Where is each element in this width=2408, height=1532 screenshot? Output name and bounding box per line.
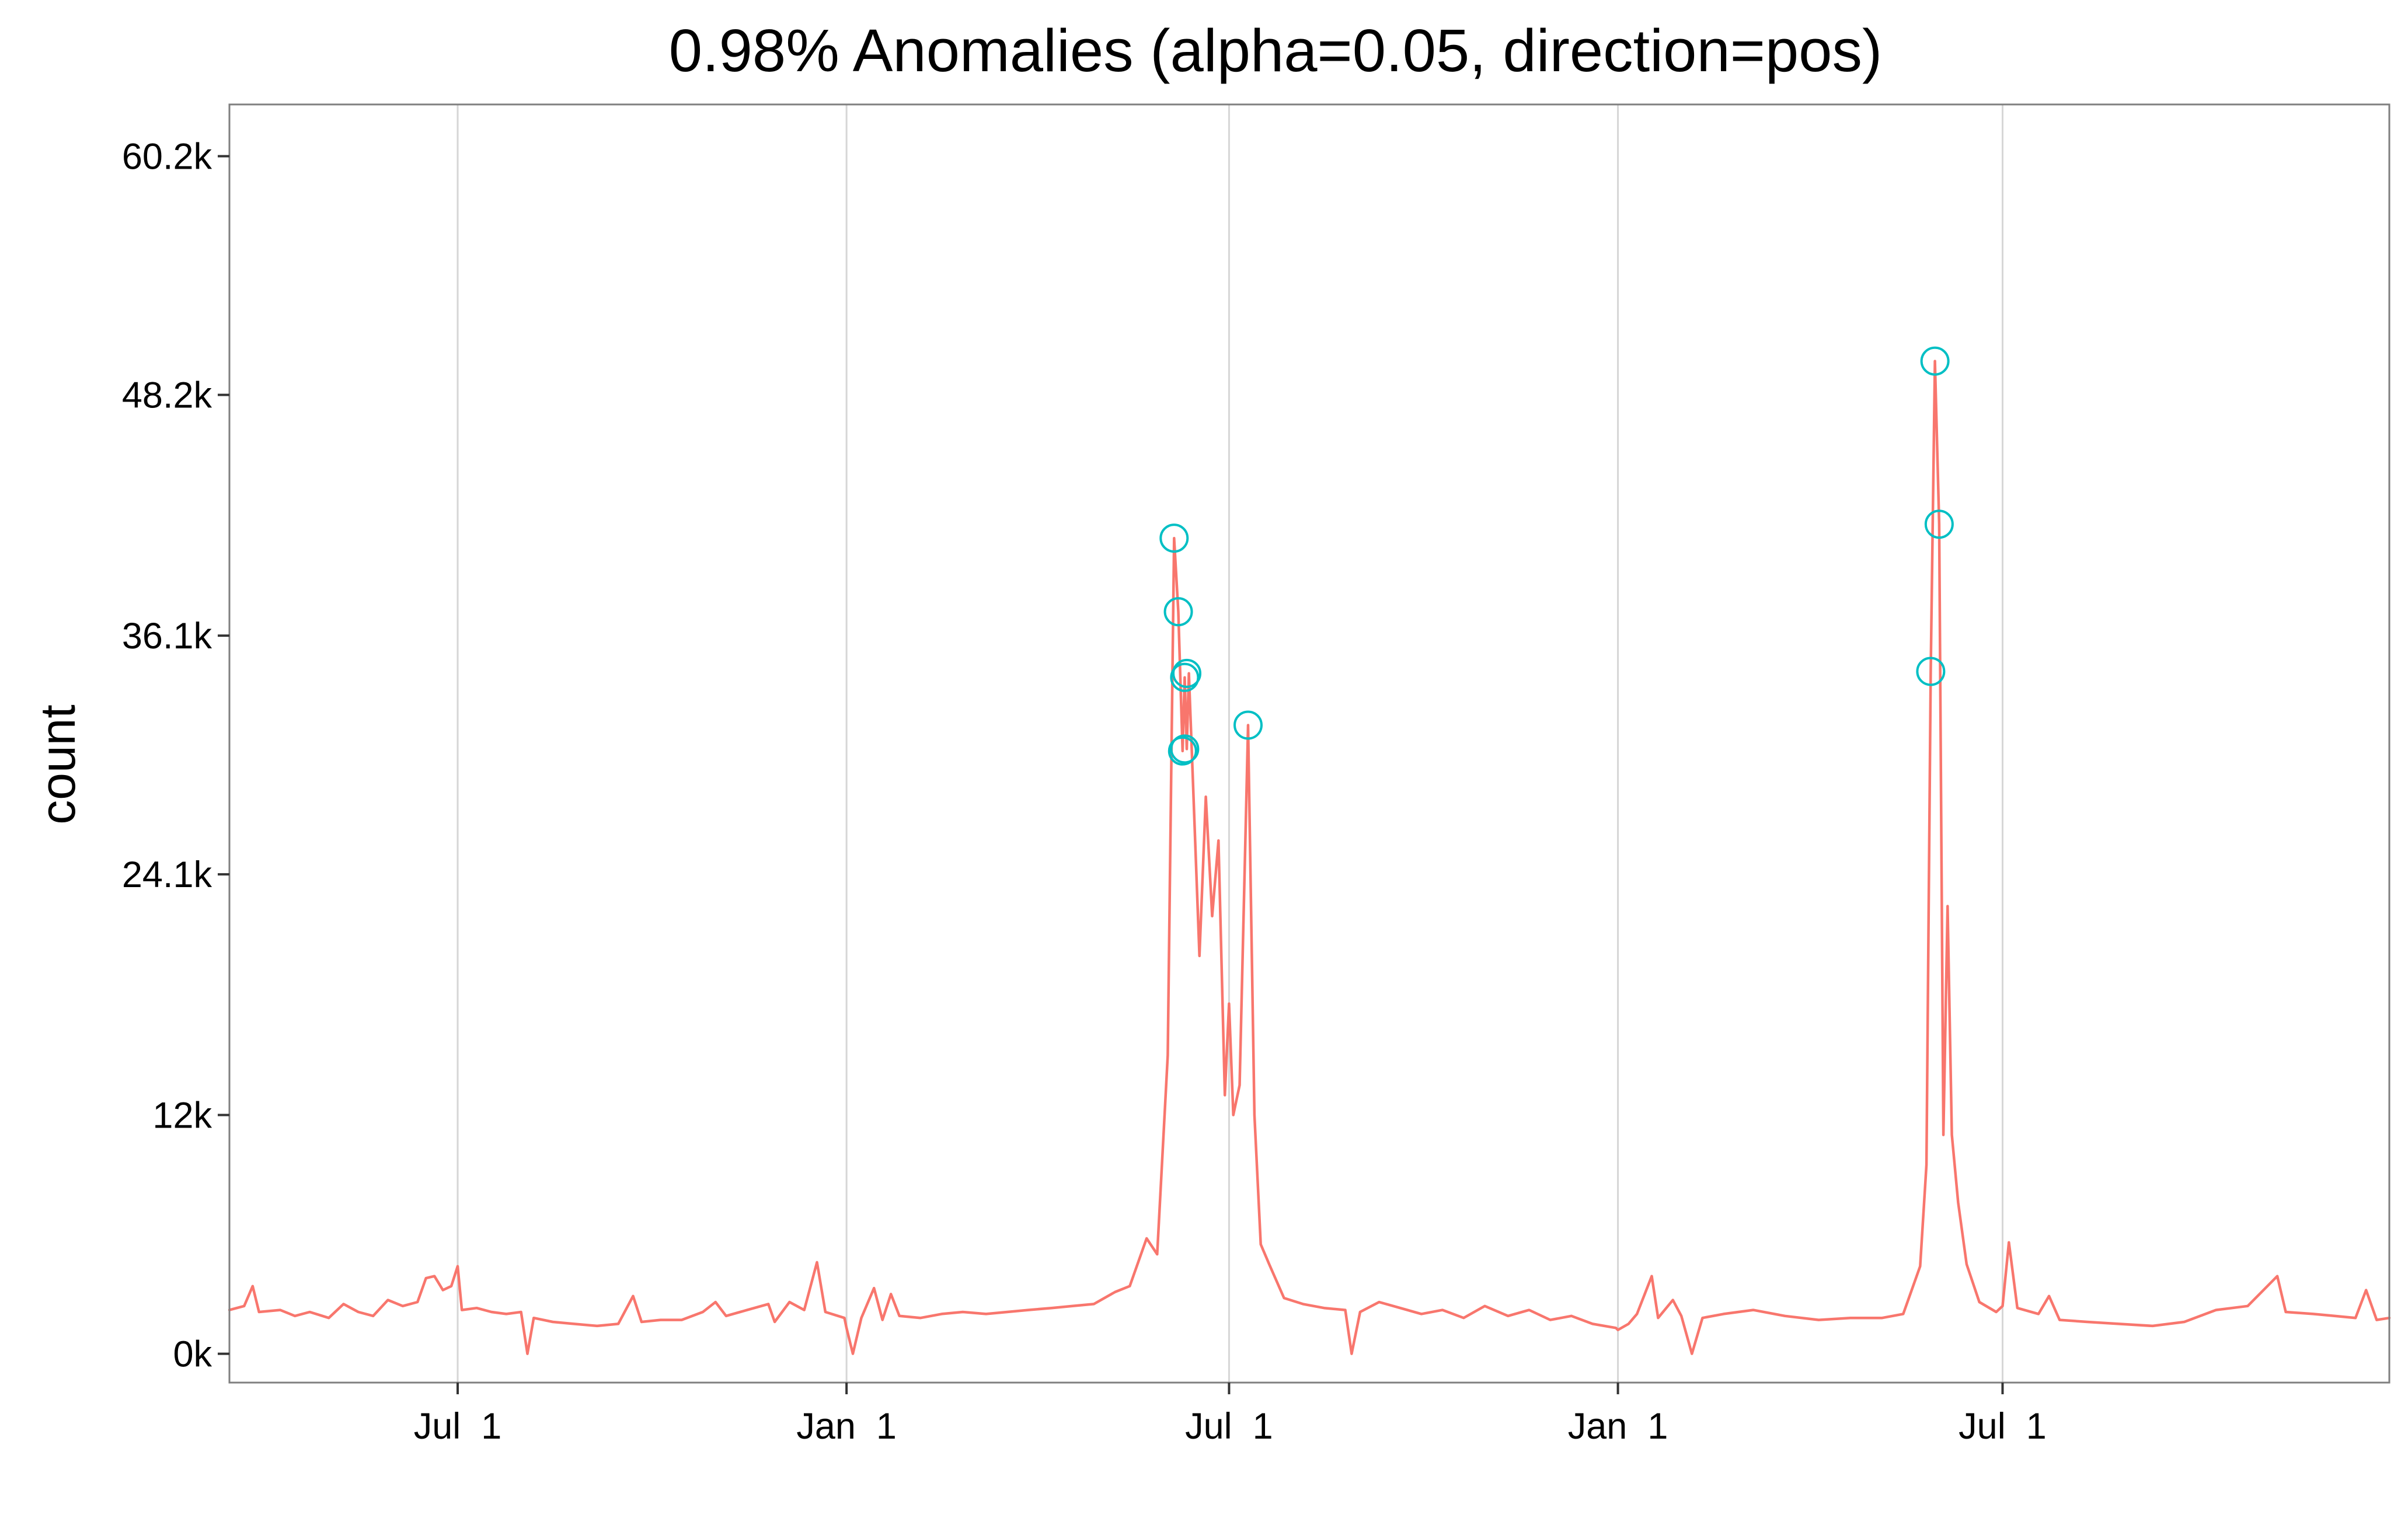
y-tick-label: 48.2k xyxy=(122,375,212,416)
y-tick-label: 36.1k xyxy=(122,616,212,657)
anomaly-markers xyxy=(1159,346,1954,766)
y-tick-label: 0k xyxy=(173,1334,212,1375)
x-tick-label: Jan 1 xyxy=(796,1406,897,1447)
y-axis: 0k 12k 24.1k 36.1k 48.2k 60.2k xyxy=(122,137,229,1375)
anomaly-point xyxy=(1163,597,1193,627)
x-tick-label: Jan 1 xyxy=(1568,1406,1668,1447)
y-axis-label: count xyxy=(30,704,85,825)
plot-frame xyxy=(228,103,2390,1384)
y-tick-label: 24.1k xyxy=(122,854,212,895)
y-tick-label: 12k xyxy=(152,1095,212,1136)
x-gridlines xyxy=(456,104,2003,1383)
anomaly-point xyxy=(1233,710,1263,740)
anomaly-point xyxy=(1168,736,1197,766)
x-tick-label: Jul 1 xyxy=(414,1406,502,1447)
x-tick-label: Jul 1 xyxy=(1959,1406,2047,1447)
series-layer xyxy=(228,360,2391,1355)
anomaly-point xyxy=(1159,524,1189,553)
x-tick-label: Jul 1 xyxy=(1185,1406,1273,1447)
anomaly-point xyxy=(1172,658,1202,688)
anomaly-point xyxy=(1924,509,1954,539)
x-axis: Jul 1 Jan 1 Jul 1 Jan 1 Jul 1 xyxy=(414,1383,2047,1447)
anomaly-point xyxy=(1170,662,1200,692)
chart-title: 0.98% Anomalies (alpha=0.05, direction=p… xyxy=(669,17,1883,84)
y-tick-label: 60.2k xyxy=(122,137,212,177)
anomaly-point xyxy=(1920,346,1950,376)
anomaly-point xyxy=(1170,734,1200,764)
count-series-line xyxy=(228,360,2391,1355)
anomaly-point xyxy=(1916,657,1946,686)
